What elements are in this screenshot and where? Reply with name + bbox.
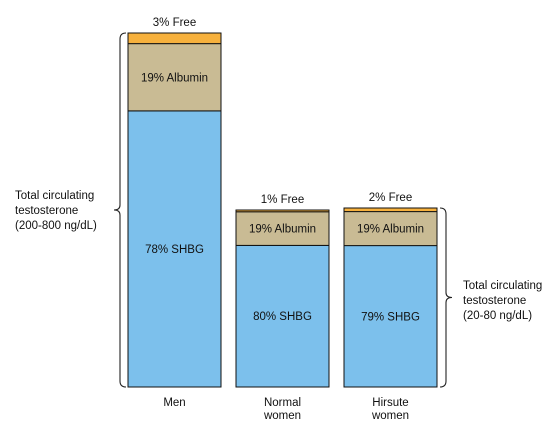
total-note-2-line-2: testosterone bbox=[463, 295, 526, 307]
shbg-label-3: 79% SHBG bbox=[361, 311, 420, 323]
bar-albumin-2 bbox=[235, 211, 330, 246]
total-note-2-line-1: Total circulating bbox=[463, 280, 542, 292]
albumin-label-3: 19% Albumin bbox=[357, 224, 424, 236]
bar-albumin-3 bbox=[343, 211, 438, 247]
category-label-3: women bbox=[371, 410, 409, 422]
bar-shbg-1 bbox=[127, 110, 222, 388]
right-brace bbox=[439, 207, 453, 388]
bar-free-2 bbox=[235, 209, 330, 213]
free-label-3: 2% Free bbox=[369, 192, 412, 204]
total-note-1-line-2: testosterone bbox=[15, 205, 78, 217]
total-note-1-line-3: (200-800 ng/dL) bbox=[15, 220, 97, 232]
bar-free-3 bbox=[343, 207, 438, 213]
free-label-1: 3% Free bbox=[153, 17, 196, 29]
bar-shbg-3 bbox=[343, 245, 438, 388]
albumin-label-1: 19% Albumin bbox=[141, 72, 208, 84]
bar-free-1 bbox=[127, 32, 222, 45]
total-note-1-line-1: Total circulating bbox=[15, 190, 94, 202]
shbg-label-1: 78% SHBG bbox=[145, 244, 204, 256]
shbg-label-2: 80% SHBG bbox=[253, 311, 312, 323]
free-label-2: 1% Free bbox=[261, 194, 304, 206]
category-label-2: Normal bbox=[264, 397, 301, 409]
left-brace bbox=[113, 32, 127, 388]
albumin-label-2: 19% Albumin bbox=[249, 224, 316, 236]
bar-albumin-1 bbox=[127, 43, 222, 112]
category-label-3: Hirsute bbox=[372, 397, 408, 409]
category-label-1: Men bbox=[163, 397, 185, 409]
total-note-2-line-3: (20-80 ng/dL) bbox=[463, 310, 532, 322]
category-label-2: women bbox=[263, 410, 301, 422]
